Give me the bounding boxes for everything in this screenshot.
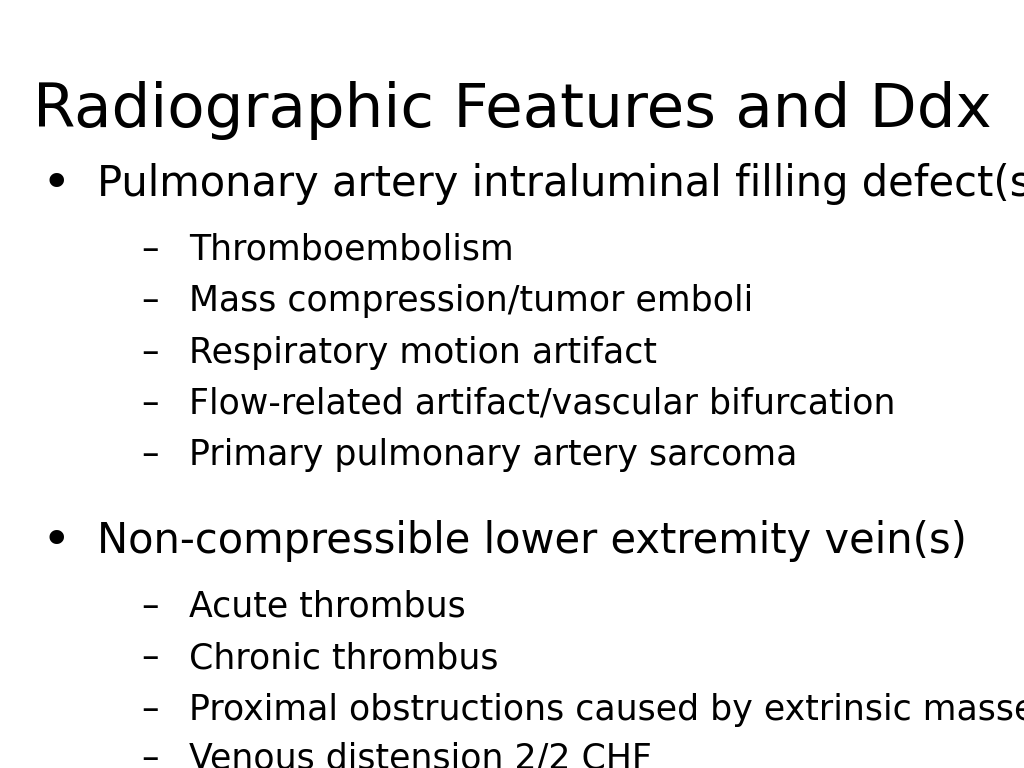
Text: –: – xyxy=(141,693,159,727)
Text: Non-compressible lower extremity vein(s): Non-compressible lower extremity vein(s) xyxy=(97,521,967,562)
Text: –: – xyxy=(141,742,159,768)
Text: •: • xyxy=(42,161,71,208)
Text: •: • xyxy=(42,518,71,565)
Text: Primary pulmonary artery sarcoma: Primary pulmonary artery sarcoma xyxy=(189,439,798,472)
Text: Respiratory motion artifact: Respiratory motion artifact xyxy=(189,336,657,369)
Text: Chronic thrombus: Chronic thrombus xyxy=(189,641,499,675)
Text: –: – xyxy=(141,439,159,472)
Text: Flow-related artifact/vascular bifurcation: Flow-related artifact/vascular bifurcati… xyxy=(189,387,896,421)
Text: –: – xyxy=(141,284,159,318)
Text: –: – xyxy=(141,590,159,624)
Text: –: – xyxy=(141,233,159,266)
Text: –: – xyxy=(141,387,159,421)
Text: –: – xyxy=(141,641,159,675)
Text: Thromboembolism: Thromboembolism xyxy=(189,233,514,266)
Text: –: – xyxy=(141,336,159,369)
Text: Mass compression/tumor emboli: Mass compression/tumor emboli xyxy=(189,284,754,318)
Text: Acute thrombus: Acute thrombus xyxy=(189,590,466,624)
Text: Proximal obstructions caused by extrinsic masses: Proximal obstructions caused by extrinsi… xyxy=(189,693,1024,727)
Text: Pulmonary artery intraluminal filling defect(s): Pulmonary artery intraluminal filling de… xyxy=(97,164,1024,205)
Text: Radiographic Features and Ddx: Radiographic Features and Ddx xyxy=(33,81,991,140)
Text: Venous distension 2/2 CHF: Venous distension 2/2 CHF xyxy=(189,742,652,768)
